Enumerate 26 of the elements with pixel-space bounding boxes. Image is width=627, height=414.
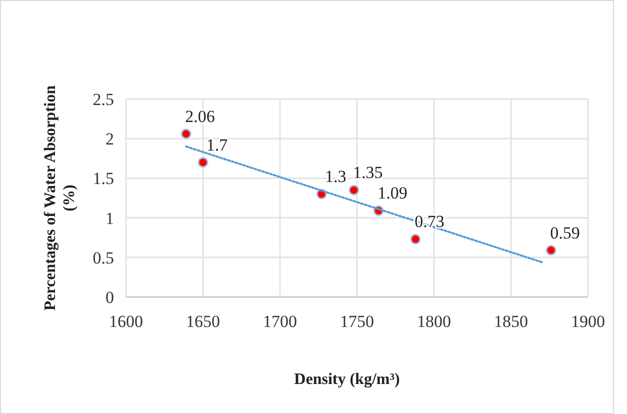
x-tick-label: 1900: [571, 312, 605, 331]
point: [180, 128, 192, 140]
y-axis-title: Percentages of Water Absorption (%): [42, 85, 78, 311]
point: [348, 184, 360, 196]
y-tick-label: 0.5: [92, 248, 114, 268]
y-tick-label: 1: [106, 208, 114, 228]
y-tick-label: 0: [106, 288, 114, 307]
data-label: 1.7: [206, 135, 228, 154]
x-tick-label: 1600: [109, 312, 143, 331]
y-tick-label: 2: [106, 130, 114, 149]
data-label: 1.09: [378, 184, 408, 203]
x-tick-label: 1850: [494, 312, 528, 331]
data-label: 0.59: [550, 223, 580, 242]
point: [546, 245, 556, 256]
data-label: 1.3: [324, 167, 346, 186]
x-tick-label: 1650: [186, 312, 220, 331]
x-axis-title: Density (kg/m³): [294, 371, 400, 388]
y-tick-label: 1.5: [92, 169, 114, 188]
x-tick-label: 1800: [417, 312, 451, 331]
point: [410, 234, 421, 244]
data-label: 2.06: [185, 106, 215, 126]
x-tick-label: 1700: [263, 312, 297, 331]
y-tick-label: 2.5: [92, 90, 114, 109]
data-label: 1.35: [353, 163, 383, 182]
point: [198, 157, 208, 168]
x-tick-label: 1750: [340, 312, 374, 331]
